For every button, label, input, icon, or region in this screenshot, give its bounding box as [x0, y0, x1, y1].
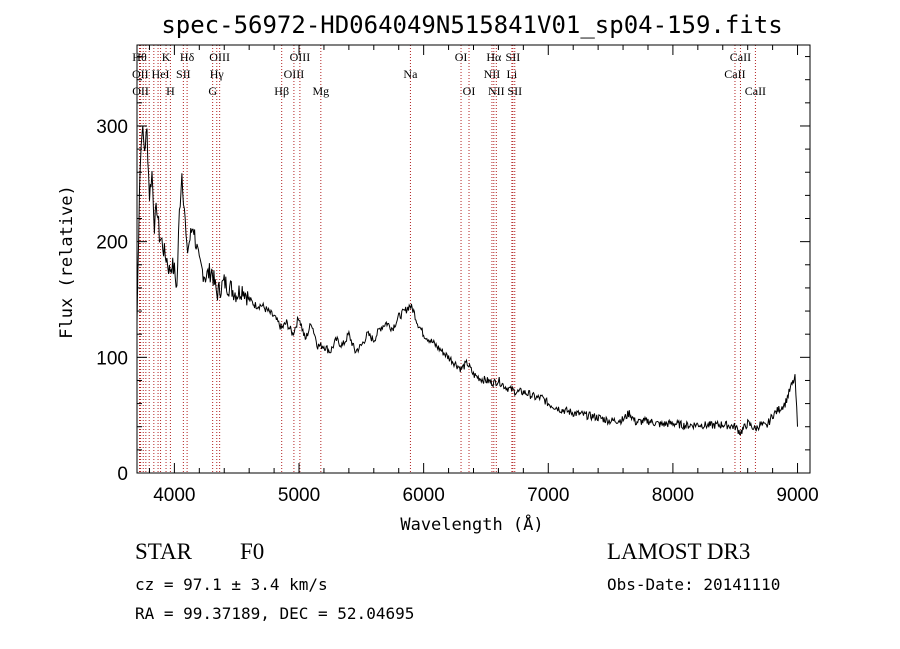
x-axis-ticks: 4000 5000 6000 7000 8000 9000 [148, 45, 819, 506]
chart-title: spec-56972-HD064049N515841V01_sp04-159.f… [161, 11, 782, 39]
line-marker-label: Hβ [274, 84, 289, 98]
line-marker-label: SII [176, 67, 191, 81]
y-tick-label: 0 [117, 464, 128, 485]
line-marker-label: OI [455, 50, 468, 64]
line-marker-label: NII [488, 84, 505, 98]
y-axis-ticks: 0 100 200 300 [96, 56, 810, 485]
line-marker-label: OIII [284, 67, 305, 81]
x-tick-label: 4000 [153, 485, 195, 506]
line-marker-label: CaII [724, 67, 745, 81]
line-marker-label: Hα [486, 50, 502, 64]
spectrum-line [136, 125, 798, 436]
x-tick-label: 9000 [776, 485, 818, 506]
line-marker-label: OI [463, 84, 476, 98]
y-tick-label: 200 [96, 233, 128, 254]
line-marker-label: K [162, 50, 171, 64]
x-axis-label: Wavelength (Å) [400, 513, 543, 535]
line-marker-label: CaII [730, 50, 751, 64]
line-markers [138, 45, 756, 473]
line-marker-label: H [166, 84, 175, 98]
y-axis-label: Flux (relative) [57, 185, 77, 339]
x-tick-label: 6000 [403, 485, 445, 506]
line-marker-label: Hγ [210, 67, 225, 81]
y-tick-label: 100 [96, 348, 128, 369]
line-marker-label: OIII [209, 50, 230, 64]
line-marker-label: Hδ [180, 50, 195, 64]
plot-frame [136, 44, 811, 474]
line-marker-labels: HθOIIOIIHeIKHSIIHδGHγOIIIHβOIIIOIIIMgNaO… [132, 50, 766, 98]
line-marker-label: OIII [290, 50, 311, 64]
line-marker-label: SII [507, 84, 522, 98]
line-marker-label: CaII [745, 84, 766, 98]
x-tick-label: 5000 [278, 485, 320, 506]
redshift-text: cz = 97.1 ± 3.4 km/s [135, 575, 328, 594]
object-class: STAR [135, 539, 193, 564]
coords-text: RA = 99.37189, DEC = 52.04695 [135, 604, 414, 623]
line-marker-label: G [208, 84, 217, 98]
line-marker-label: NII [484, 67, 501, 81]
line-marker-label: OII [132, 67, 149, 81]
obs-date-text: Obs-Date: 20141110 [607, 575, 780, 594]
survey-name: LAMOST DR3 [607, 539, 750, 564]
line-marker-label: OII [132, 84, 149, 98]
line-marker-label: Na [403, 67, 418, 81]
line-marker-label: Mg [312, 84, 329, 98]
y-tick-label: 300 [96, 117, 128, 138]
x-tick-label: 8000 [652, 485, 694, 506]
line-marker-label: HeI [152, 67, 170, 81]
x-tick-label: 7000 [527, 485, 569, 506]
line-marker-label: SII [506, 50, 521, 64]
object-subclass: F0 [240, 539, 264, 564]
line-marker-label: Li [507, 67, 518, 81]
